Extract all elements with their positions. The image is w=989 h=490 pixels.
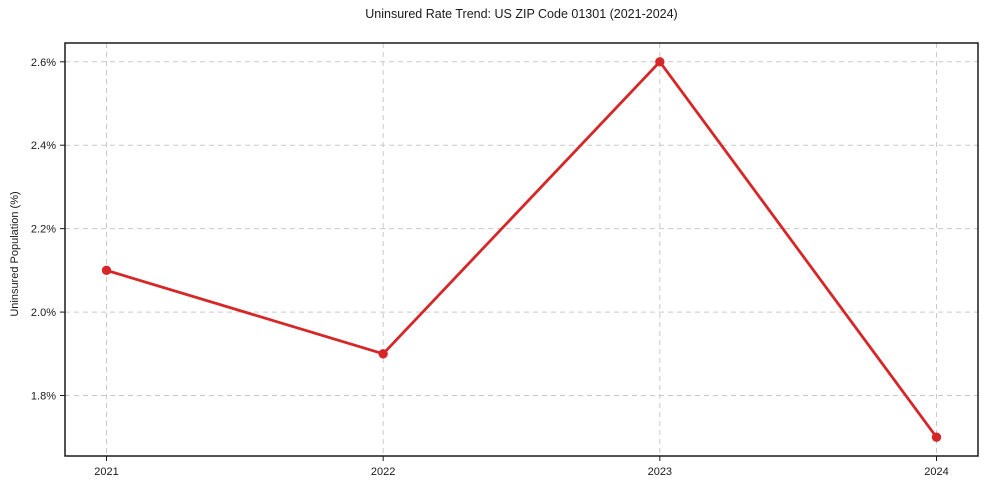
x-tick-label: 2021	[94, 466, 118, 478]
x-tick-label: 2022	[371, 466, 395, 478]
chart-title: Uninsured Rate Trend: US ZIP Code 01301 …	[365, 7, 678, 21]
y-tick-label: 2.0%	[31, 307, 56, 319]
data-point	[655, 57, 665, 67]
y-tick-label: 2.2%	[31, 224, 56, 236]
y-tick-label: 2.4%	[31, 140, 56, 152]
series-line	[105, 60, 938, 439]
x-tick-label: 2024	[924, 466, 948, 478]
y-tick-label: 2.6%	[31, 57, 56, 69]
plot-border	[64, 42, 979, 457]
data-point	[931, 432, 942, 442]
x-tick-label: 2023	[648, 466, 672, 478]
data-point	[378, 349, 388, 359]
data-point	[101, 265, 112, 276]
y-tick-label: 1.8%	[31, 391, 56, 403]
